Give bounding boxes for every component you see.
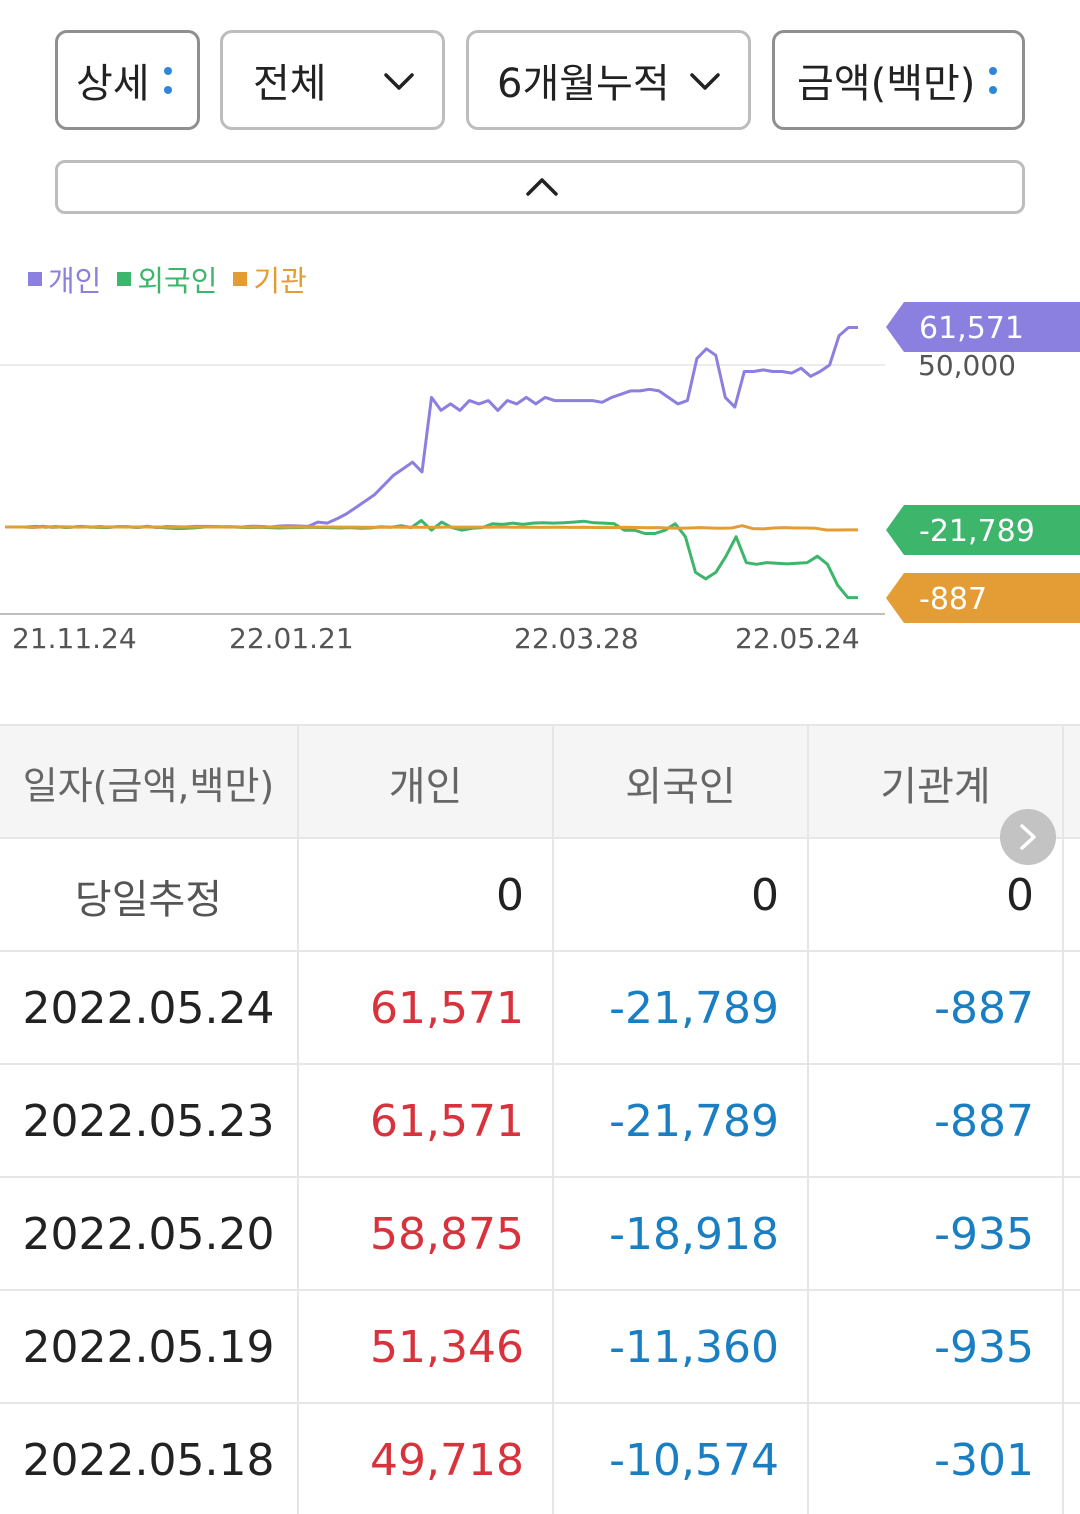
row-institution: -935: [809, 1178, 1064, 1291]
series-line-individual: [5, 326, 858, 530]
end-value-tag-foreign: -21,789: [886, 505, 1080, 555]
end-value-tag-individual: 61,571: [886, 302, 1080, 352]
row-institution: -301: [809, 1404, 1064, 1514]
estimate-row: 당일추정 0 0 0: [0, 837, 1080, 952]
x-tick-label: 22.03.28: [514, 622, 639, 655]
end-value-label-institution: -887: [919, 582, 987, 617]
x-tick-label: 22.05.24: [735, 622, 860, 655]
table-row: 2022.05.23 61,571 -21,789 -887: [0, 1063, 1080, 1178]
investor-scope-label: 전체: [253, 61, 327, 107]
period-dropdown[interactable]: 6개월누적: [466, 30, 751, 130]
period-label: 6개월누적: [497, 61, 670, 107]
header-overflow-stub: [1064, 726, 1080, 839]
more-options-icon: [163, 66, 172, 94]
row-individual: 61,571: [299, 952, 554, 1065]
header-date[interactable]: 일자(금액,백만): [0, 726, 299, 839]
investor-trend-chart: 61,571 -21,789 -887 50,000 21.11.24 22.01.21…: [0, 302, 1080, 655]
legend-swatch-individual: [28, 272, 42, 286]
estimate-label: 당일추정: [0, 839, 299, 952]
legend-label-institution: 기관: [253, 264, 307, 298]
legend-item-individual[interactable]: 개인: [28, 258, 101, 300]
x-tick-label: 22.01.21: [229, 622, 354, 655]
row-foreign: -21,789: [554, 952, 809, 1065]
chevron-down-icon: [384, 73, 414, 90]
series-line-institution: [5, 524, 858, 532]
amount-unit-label: 금액(백만): [797, 61, 976, 107]
scroll-right-button[interactable]: [1000, 809, 1056, 865]
estimate-institution: 0: [809, 839, 1064, 952]
row-individual: 49,718: [299, 1404, 554, 1514]
row-foreign: -10,574: [554, 1404, 809, 1514]
chevron-down-icon: [690, 73, 720, 90]
row-institution: -935: [809, 1291, 1064, 1404]
estimate-individual: 0: [299, 839, 554, 952]
investor-scope-dropdown[interactable]: 전체: [220, 30, 445, 130]
row-date: 2022.05.24: [0, 952, 299, 1065]
row-individual: 51,346: [299, 1291, 554, 1404]
x-tick-label: 21.11.24: [12, 622, 137, 655]
series-line-foreign: [5, 519, 858, 600]
legend-swatch-foreign: [117, 272, 132, 286]
row-institution: -887: [809, 1065, 1064, 1178]
row-date: 2022.05.20: [0, 1178, 299, 1291]
collapse-chart-button[interactable]: [55, 160, 1025, 214]
estimate-foreign: 0: [554, 839, 809, 952]
chart-legend: 개인 외국인 기관: [28, 258, 307, 300]
row-date: 2022.05.19: [0, 1291, 299, 1404]
y-tick-label: 50,000: [918, 349, 1016, 382]
end-value-label-individual: 61,571: [919, 311, 1024, 346]
row-date: 2022.05.23: [0, 1065, 299, 1178]
table-row: 2022.05.24 61,571 -21,789 -887: [0, 950, 1080, 1065]
table-row: 2022.05.19 51,346 -11,360 -935: [0, 1289, 1080, 1404]
chevron-up-icon: [526, 178, 558, 196]
header-foreign[interactable]: 외국인: [554, 726, 809, 839]
table-header-row: 일자(금액,백만) 개인 외국인 기관계: [0, 724, 1080, 839]
row-date: 2022.05.18: [0, 1404, 299, 1514]
header-individual[interactable]: 개인: [299, 726, 554, 839]
legend-label-individual: 개인: [48, 264, 102, 298]
chevron-right-icon: [1020, 824, 1036, 850]
row-foreign: -18,918: [554, 1178, 809, 1291]
legend-item-foreign[interactable]: 외국인: [117, 258, 217, 300]
legend-label-foreign: 외국인: [137, 264, 218, 298]
end-value-label-foreign: -21,789: [919, 514, 1035, 549]
detail-filter-button[interactable]: 상세: [55, 30, 200, 130]
row-foreign: -21,789: [554, 1065, 809, 1178]
table-row: 2022.05.20 58,875 -18,918 -935: [0, 1176, 1080, 1291]
row-institution: -887: [809, 952, 1064, 1065]
row-individual: 61,571: [299, 1065, 554, 1178]
table-row: 2022.05.18 49,718 -10,574 -301: [0, 1402, 1080, 1514]
legend-swatch-institution: [233, 272, 248, 286]
detail-filter-label: 상세: [76, 61, 150, 107]
legend-item-institution[interactable]: 기관: [233, 258, 307, 300]
more-options-icon: [989, 66, 998, 94]
end-value-tag-institution: -887: [886, 573, 1080, 623]
amount-unit-button[interactable]: 금액(백만): [772, 30, 1025, 130]
row-foreign: -11,360: [554, 1291, 809, 1404]
row-individual: 58,875: [299, 1178, 554, 1291]
